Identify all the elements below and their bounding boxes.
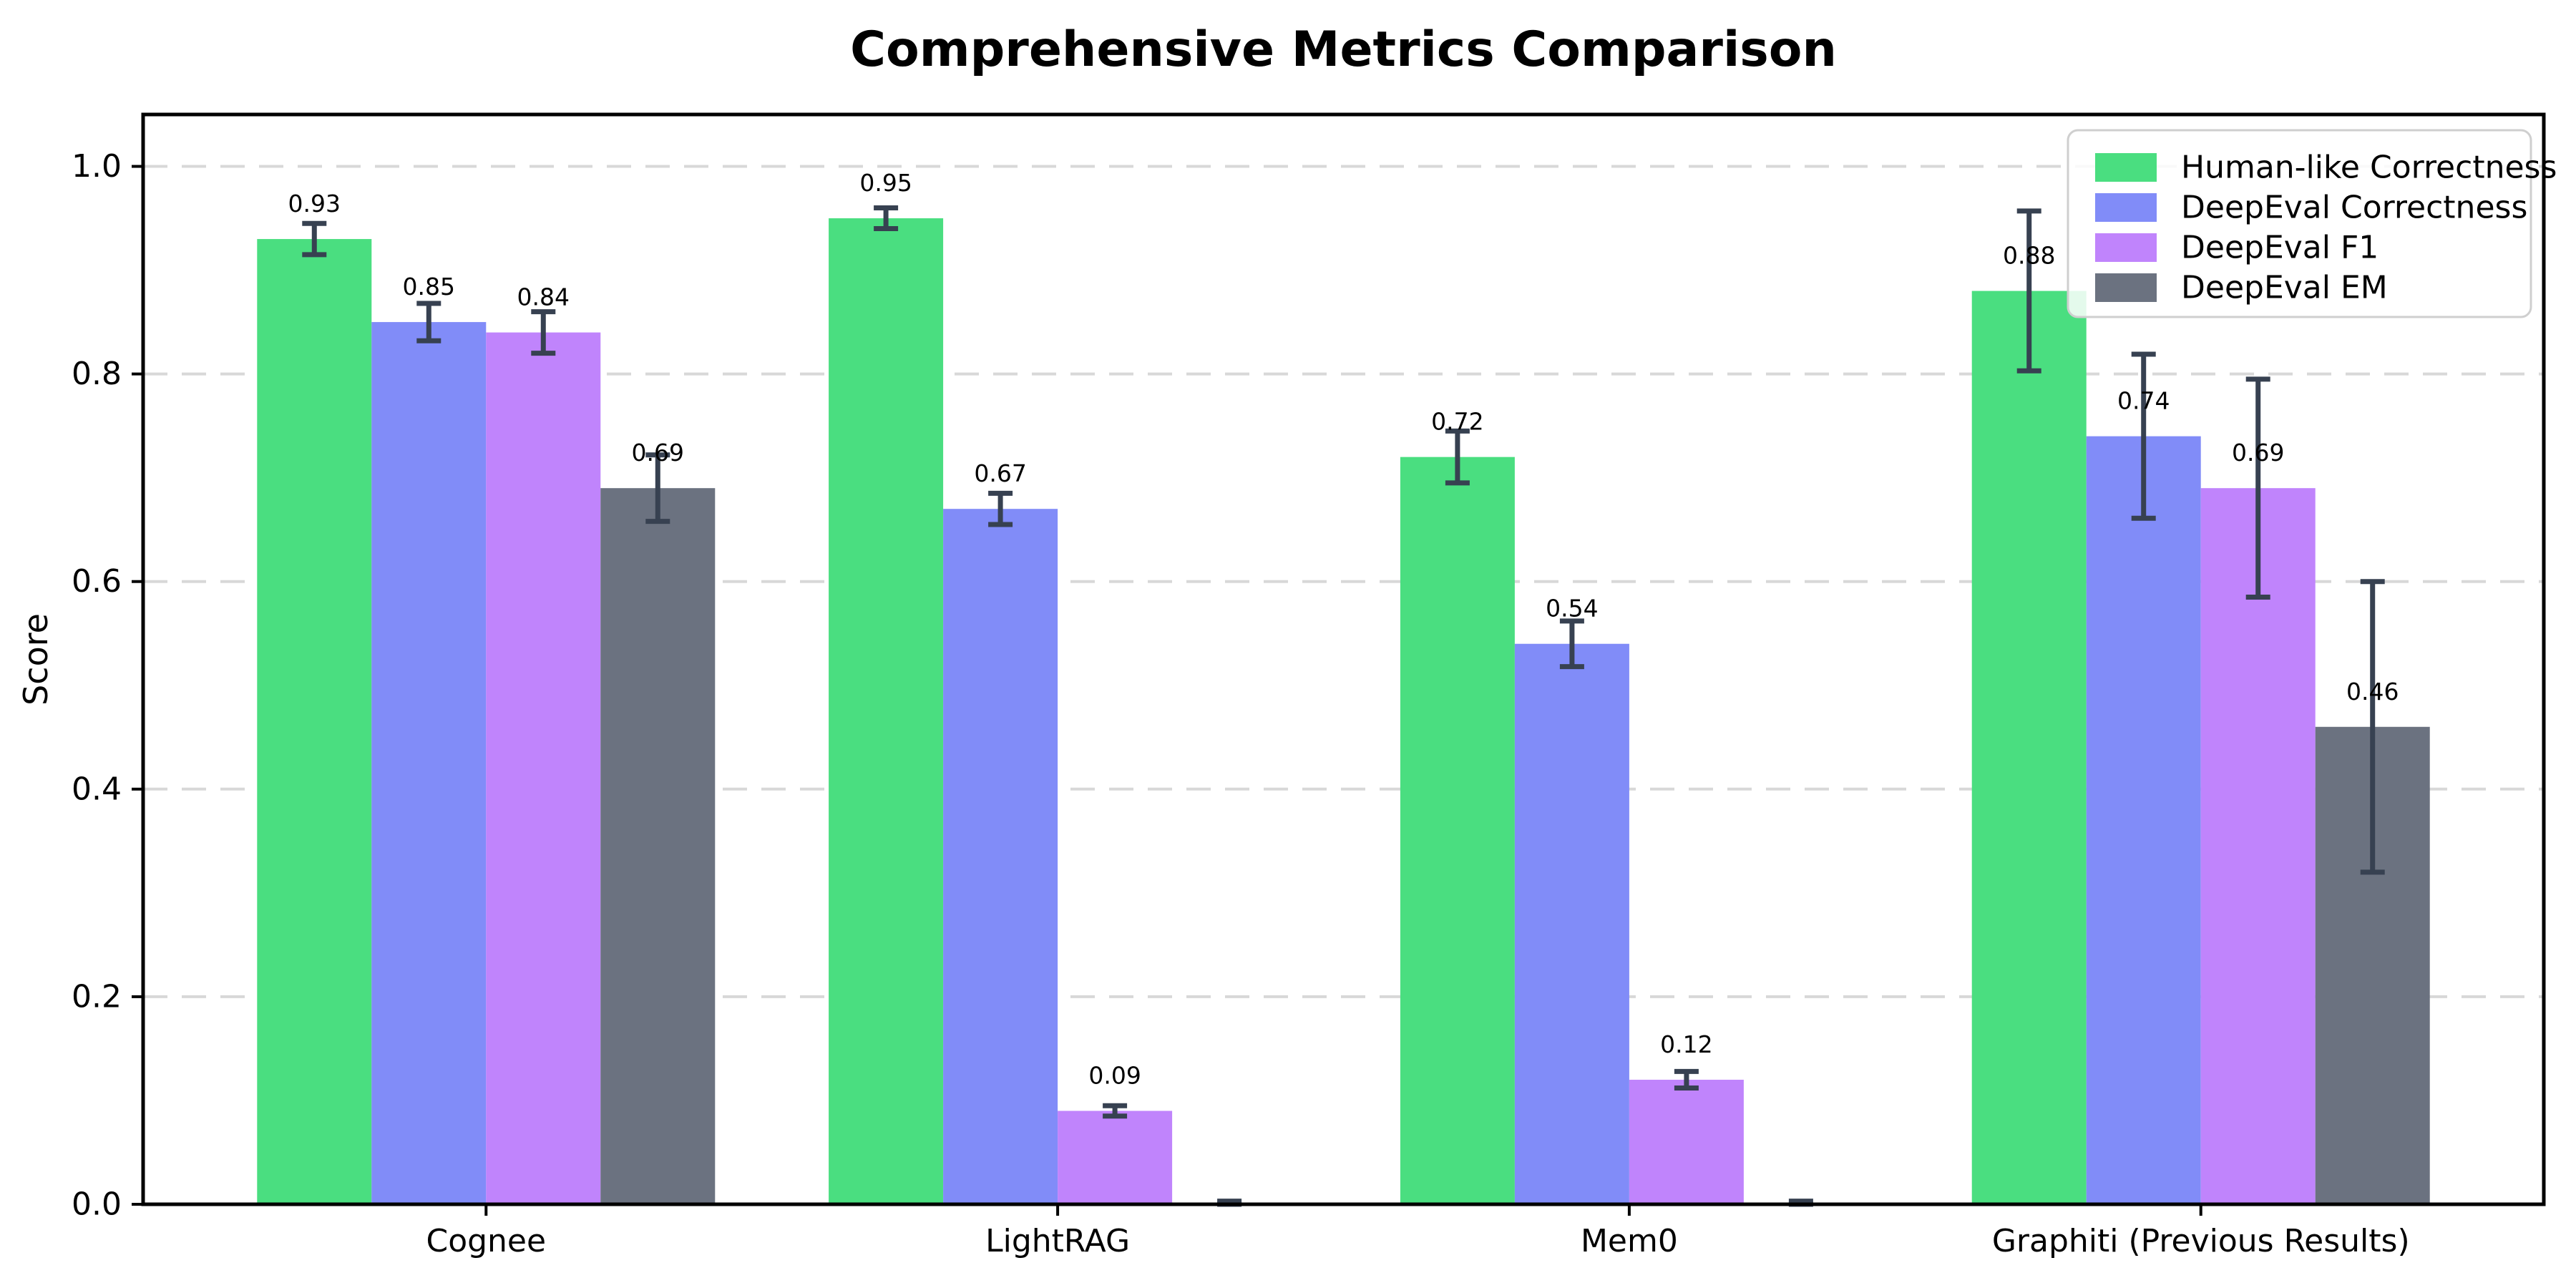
x-tick-label: Cognee — [426, 1223, 546, 1259]
legend-label: DeepEval F1 — [2181, 230, 2379, 266]
y-tick-label: 0.0 — [72, 1186, 122, 1223]
error-bar — [2360, 579, 2385, 875]
error-bar — [1103, 1103, 1128, 1119]
bar-value-label: 0.93 — [288, 190, 341, 218]
error-bar — [874, 205, 899, 232]
bar — [600, 488, 716, 1204]
chart-title: Comprehensive Metrics Comparison — [850, 21, 1837, 78]
bar-value-label: 0.12 — [1660, 1030, 1712, 1058]
bar-value-label: 0.54 — [1546, 595, 1598, 623]
y-tick-label: 1.0 — [72, 148, 122, 185]
error-bar — [2131, 351, 2156, 521]
bar-value-label: 0.74 — [2117, 387, 2170, 415]
bar-value-label: 0.85 — [403, 273, 455, 301]
bar — [2086, 436, 2201, 1204]
bar — [1971, 291, 2087, 1205]
legend-swatch — [2095, 153, 2157, 182]
error-bar — [416, 301, 441, 343]
bar-value-label: 0.88 — [2003, 242, 2055, 270]
bar — [943, 509, 1058, 1204]
legend-swatch — [2095, 193, 2157, 222]
legend-label: Human-like Correctness — [2181, 150, 2557, 186]
error-bar — [2245, 376, 2270, 600]
error-bar — [988, 490, 1013, 527]
y-axis-label: Score — [16, 613, 55, 706]
error-bar — [1559, 618, 1584, 670]
error-bar — [1674, 1068, 1699, 1091]
bar — [829, 218, 944, 1204]
error-bar — [531, 309, 556, 356]
bar-value-label: 0.46 — [2346, 678, 2399, 706]
y-tick-label: 0.6 — [72, 563, 122, 600]
bar — [257, 239, 372, 1204]
bar — [371, 322, 487, 1205]
error-bar — [1445, 428, 1470, 486]
axis-frame — [141, 112, 2546, 1206]
bar — [1629, 1079, 1744, 1204]
bar-value-label: 0.84 — [517, 283, 570, 311]
legend-box — [2067, 129, 2532, 318]
x-tick-label: LightRAG — [985, 1223, 1130, 1259]
bar-value-label: 0.09 — [1088, 1061, 1141, 1089]
bar-value-label: 0.69 — [2232, 439, 2284, 467]
bar-value-label: 0.95 — [859, 169, 912, 197]
bar — [1058, 1111, 1173, 1204]
y-tick-label: 0.8 — [72, 356, 122, 392]
error-bar — [302, 220, 327, 258]
legend: Human-like Correctness DeepEval Correctne… — [2067, 129, 2557, 318]
y-tick-label: 0.2 — [72, 978, 122, 1015]
legend-label: DeepEval Correctness — [2181, 190, 2527, 226]
bar — [1514, 643, 1629, 1204]
bar-value-label: 0.69 — [632, 439, 684, 467]
bar-value-label: 0.72 — [1431, 408, 1483, 436]
x-tick-label: Mem0 — [1581, 1223, 1678, 1259]
x-tick-label: Graphiti (Previous Results) — [1992, 1223, 2410, 1259]
bar — [1400, 457, 1515, 1204]
bar-value-label: 0.67 — [974, 459, 1026, 487]
error-bar — [2016, 208, 2041, 374]
legend-swatch — [2095, 233, 2157, 262]
legend-swatch — [2095, 273, 2157, 302]
bar — [486, 332, 601, 1205]
y-tick-label: 0.4 — [72, 771, 122, 807]
bar — [2200, 488, 2316, 1204]
error-bar — [645, 452, 670, 525]
legend-label: DeepEval EM — [2181, 270, 2388, 306]
